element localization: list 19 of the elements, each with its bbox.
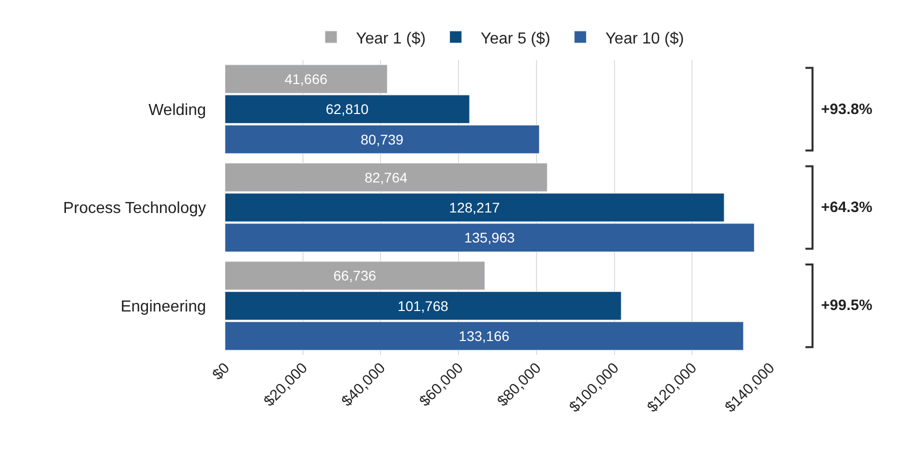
text: +99.5% [821, 297, 872, 314]
text: 41,666 [284, 71, 328, 88]
text: 80,739 [360, 131, 404, 148]
text: 66,736 [333, 268, 376, 284]
y-tick-label: Engineering [120, 298, 206, 316]
text: 133,166 [458, 328, 510, 344]
text: 82,764 [364, 169, 408, 186]
legend-label: Year 10 ($) [605, 30, 684, 48]
text: 128,217 [449, 200, 500, 216]
y-tick-label: Process Technology [63, 200, 206, 218]
text: 62,810 [326, 101, 369, 118]
y-tick-label: Welding [148, 102, 206, 119]
text: 135,963 [464, 230, 515, 246]
text: +93.8% [821, 101, 872, 118]
text: 101,768 [398, 298, 448, 314]
legend-label: Year 1 ($) [356, 30, 426, 48]
legend-label: Year 5 ($) [480, 30, 550, 48]
text: +64.3% [821, 199, 872, 216]
x-tick-label: $0 [209, 360, 234, 384]
